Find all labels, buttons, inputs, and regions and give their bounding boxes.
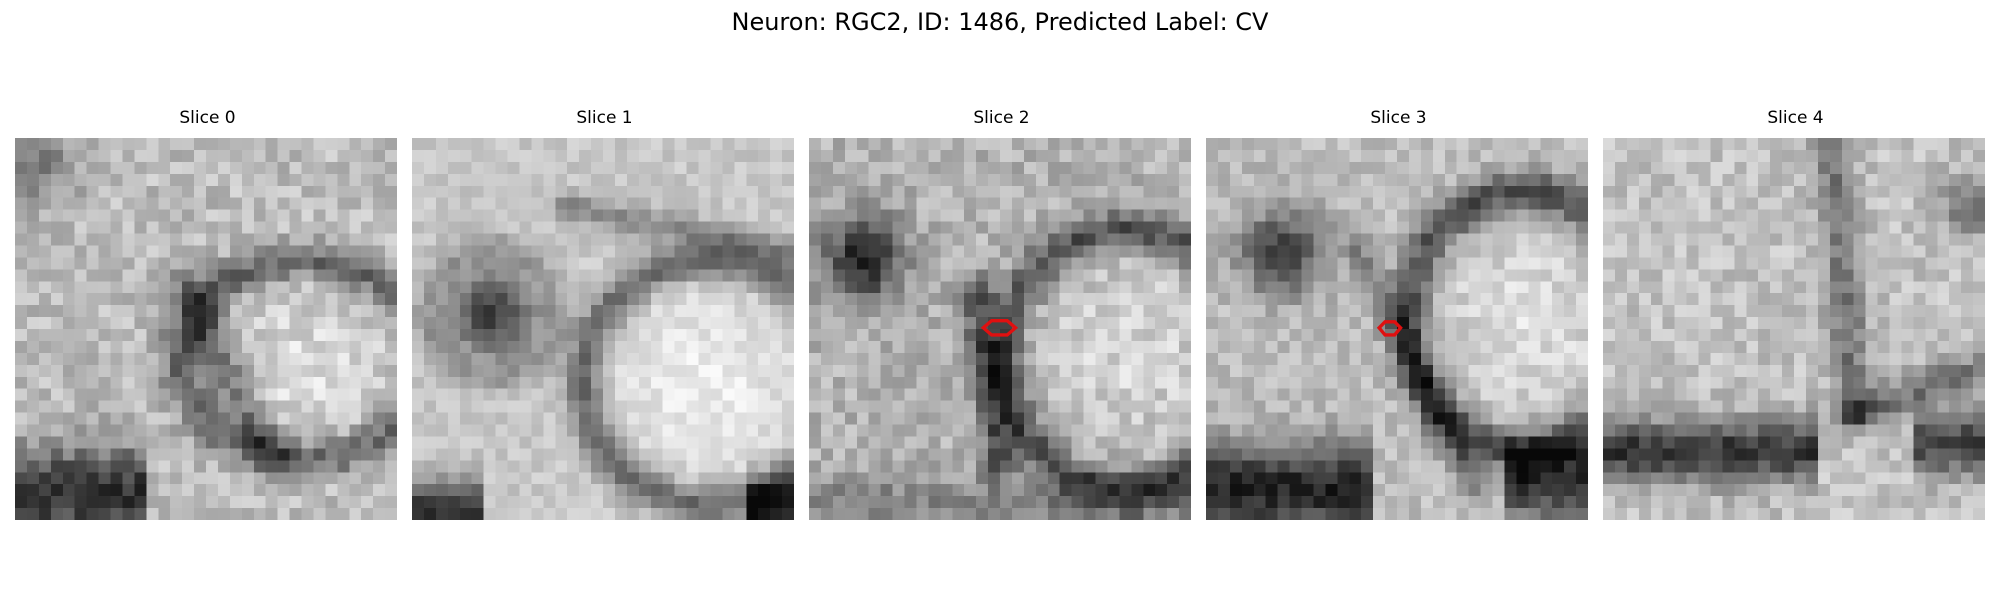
slice-title: Slice 4 [1767, 108, 1824, 128]
slice-image [1206, 138, 1588, 520]
slice-pixels [1603, 138, 1985, 520]
slice-title: Slice 1 [576, 108, 633, 128]
slice-image [412, 138, 794, 520]
slice-image [15, 138, 397, 520]
roi-contour-marker [1376, 320, 1403, 337]
slice-panel-4: Slice 4 [1603, 108, 1988, 520]
slice-pixels [412, 138, 794, 520]
slice-panel-3: Slice 3 [1206, 108, 1591, 520]
slice-pixels [809, 138, 1191, 520]
slice-panel-0: Slice 0 [15, 108, 400, 520]
slice-title: Slice 3 [1370, 108, 1427, 128]
slice-image [809, 138, 1191, 520]
slice-image [1603, 138, 1985, 520]
slice-pixels [15, 138, 397, 520]
slice-title: Slice 0 [179, 108, 236, 128]
slice-panel-1: Slice 1 [412, 108, 797, 520]
slice-pixels [1206, 138, 1588, 520]
figure-title: Neuron: RGC2, ID: 1486, Predicted Label:… [731, 8, 1269, 36]
roi-contour-marker [980, 318, 1019, 337]
slice-panel-2: Slice 2 [809, 108, 1194, 520]
slice-title: Slice 2 [973, 108, 1030, 128]
